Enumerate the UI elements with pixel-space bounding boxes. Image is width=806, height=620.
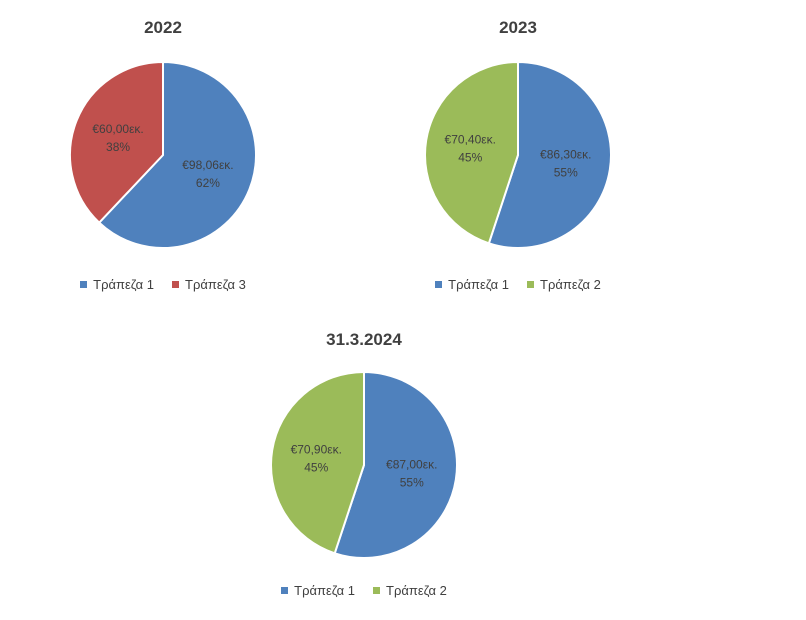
legend-item: Τράπεζα 2 (527, 277, 601, 292)
slice-value-label: €70,90εκ. (291, 442, 342, 456)
slice-percent-label: 45% (304, 460, 328, 474)
legend-label: Τράπεζα 1 (294, 583, 355, 598)
legend-item: Τράπεζα 1 (80, 277, 154, 292)
pie-slice (69, 60, 164, 225)
slice-percent-label: 38% (106, 140, 130, 154)
legend-label: Τράπεζα 2 (386, 583, 447, 598)
pie-slice (333, 370, 458, 559)
chart-legend: Τράπεζα 1 Τράπεζα 3 (55, 277, 271, 292)
legend-item: Τράπεζα 1 (281, 583, 355, 598)
slice-value-label: €86,30εκ. (540, 148, 591, 162)
pie-slice (97, 60, 257, 249)
slice-value-label: €60,00εκ. (92, 122, 143, 136)
chart-title: 31.3.2024 (326, 330, 402, 349)
chart-legend: Τράπεζα 1 Τράπεζα 2 (410, 277, 626, 292)
pie-chart-2023: 2023 €86,30εκ. 55% €70,40εκ. 45% Τράπεζα 1 … (410, 10, 626, 310)
pie-chart-31-3-2024: 31.3.2024 €87,00εκ. 55% €70,90εκ. 45% Τράπε… (256, 320, 472, 620)
chart-legend: Τράπεζα 1 Τράπεζα 2 (256, 583, 472, 598)
legend-swatch (373, 587, 380, 594)
pie-svg: €87,00εκ. 55% €70,90εκ. 45% (270, 370, 458, 559)
legend-label: Τράπεζα 3 (185, 277, 246, 292)
slice-percent-label: 45% (458, 150, 482, 164)
legend-label: Τράπεζα 2 (540, 277, 601, 292)
chart-title: 2023 (499, 18, 537, 37)
slice-value-label: €87,00εκ. (386, 458, 437, 472)
slice-value-label: €98,06εκ. (182, 158, 233, 172)
legend-label: Τράπεζα 1 (93, 277, 154, 292)
legend-swatch (435, 281, 443, 288)
pie-svg: €98,06εκ. 62% €60,00εκ. 38% (69, 60, 257, 249)
slice-percent-label: 55% (554, 166, 578, 180)
legend-swatch (281, 587, 289, 594)
legend-item: Τράπεζα 2 (373, 583, 447, 598)
slice-percent-label: 55% (400, 476, 424, 490)
legend-item: Τράπεζα 3 (172, 277, 246, 292)
pie-slice (487, 60, 612, 249)
pie-svg: €86,30εκ. 55% €70,40εκ. 45% (424, 60, 612, 249)
slice-value-label: €70,40εκ. (445, 132, 496, 146)
slice-percent-label: 62% (196, 176, 220, 190)
legend-label: Τράπεζα 1 (448, 277, 509, 292)
legend-swatch (80, 281, 88, 288)
legend-swatch (172, 281, 179, 288)
pie-slice (270, 370, 365, 555)
pie-chart-2022: 2022 €98,06εκ. 62% €60,00εκ. 38% Τράπεζα 1 … (55, 10, 271, 310)
legend-swatch (527, 281, 534, 288)
pie-slice (424, 60, 519, 245)
legend-item: Τράπεζα 1 (435, 277, 509, 292)
chart-title: 2022 (144, 18, 182, 37)
